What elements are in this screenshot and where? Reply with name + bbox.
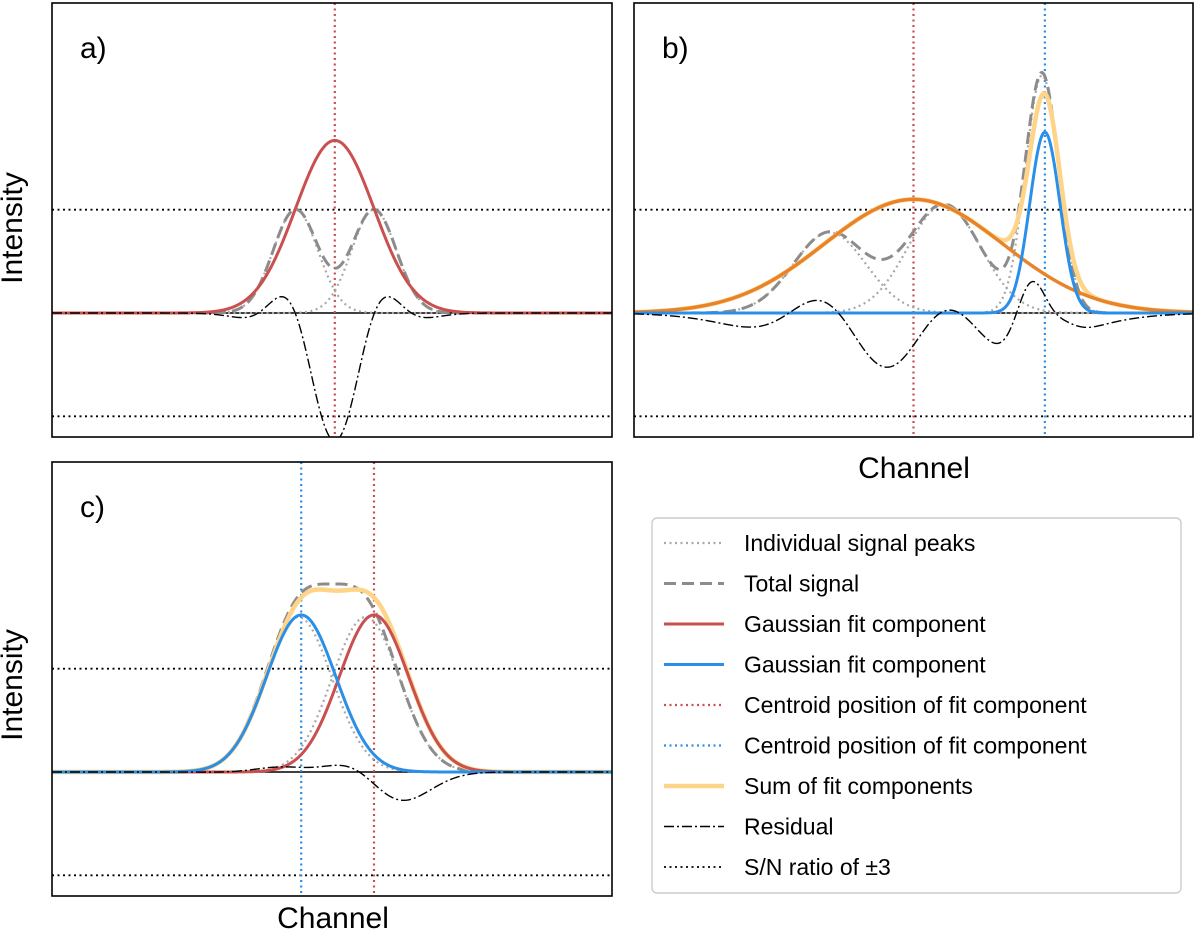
- x-axis-label-top: Channel: [858, 452, 970, 485]
- series-blue-6: [634, 130, 1193, 315]
- series-residual-4: [52, 295, 612, 437]
- series-peaks-1: [52, 208, 612, 315]
- panel-a: a) Intensity: [0, 2, 613, 438]
- legend: Individual signal peaks Total signal Gauss…: [651, 517, 1182, 894]
- plot-area: [634, 3, 1193, 437]
- series-peaks-1: [634, 203, 1193, 315]
- series-total-2: [52, 582, 612, 774]
- legend-label: S/N ratio of ±3: [744, 854, 891, 880]
- axes-frame: [51, 2, 613, 438]
- legend-label: Gaussian fit component: [744, 611, 986, 637]
- axes-frame: [51, 461, 613, 897]
- x-axis-label-bottom: Channel: [277, 902, 389, 935]
- series-total-2: [52, 207, 612, 315]
- legend-label: Sum of fit components: [744, 773, 973, 799]
- legend-label: Centroid position of fit component: [744, 733, 1087, 759]
- axes-frame: [633, 2, 1194, 438]
- series-residual-7: [634, 280, 1193, 368]
- series-peaks-0: [52, 208, 612, 315]
- plot-area: [52, 462, 612, 896]
- panel-label: c): [80, 491, 105, 524]
- legend-label: Total signal: [744, 571, 859, 597]
- panel-label: b): [662, 32, 689, 65]
- panel-c: c) Intensity: [0, 461, 613, 897]
- y-axis-label: Intensity: [0, 629, 29, 741]
- legend-label: Centroid position of fit component: [744, 692, 1087, 718]
- series-peaks-2: [634, 74, 1193, 315]
- series-orange-5: [634, 197, 1193, 314]
- panel-b: b): [633, 2, 1194, 438]
- legend-label: Residual: [744, 814, 834, 840]
- plot-area: [52, 3, 612, 437]
- panel-label: a): [80, 32, 107, 65]
- y-axis-label: Intensity: [0, 172, 29, 284]
- legend-label: Gaussian fit component: [744, 652, 986, 678]
- series-red-4: [52, 613, 612, 774]
- legend-box: [651, 517, 1182, 894]
- series-residual-6: [52, 764, 612, 802]
- legend-label: Individual signal peaks: [744, 530, 975, 556]
